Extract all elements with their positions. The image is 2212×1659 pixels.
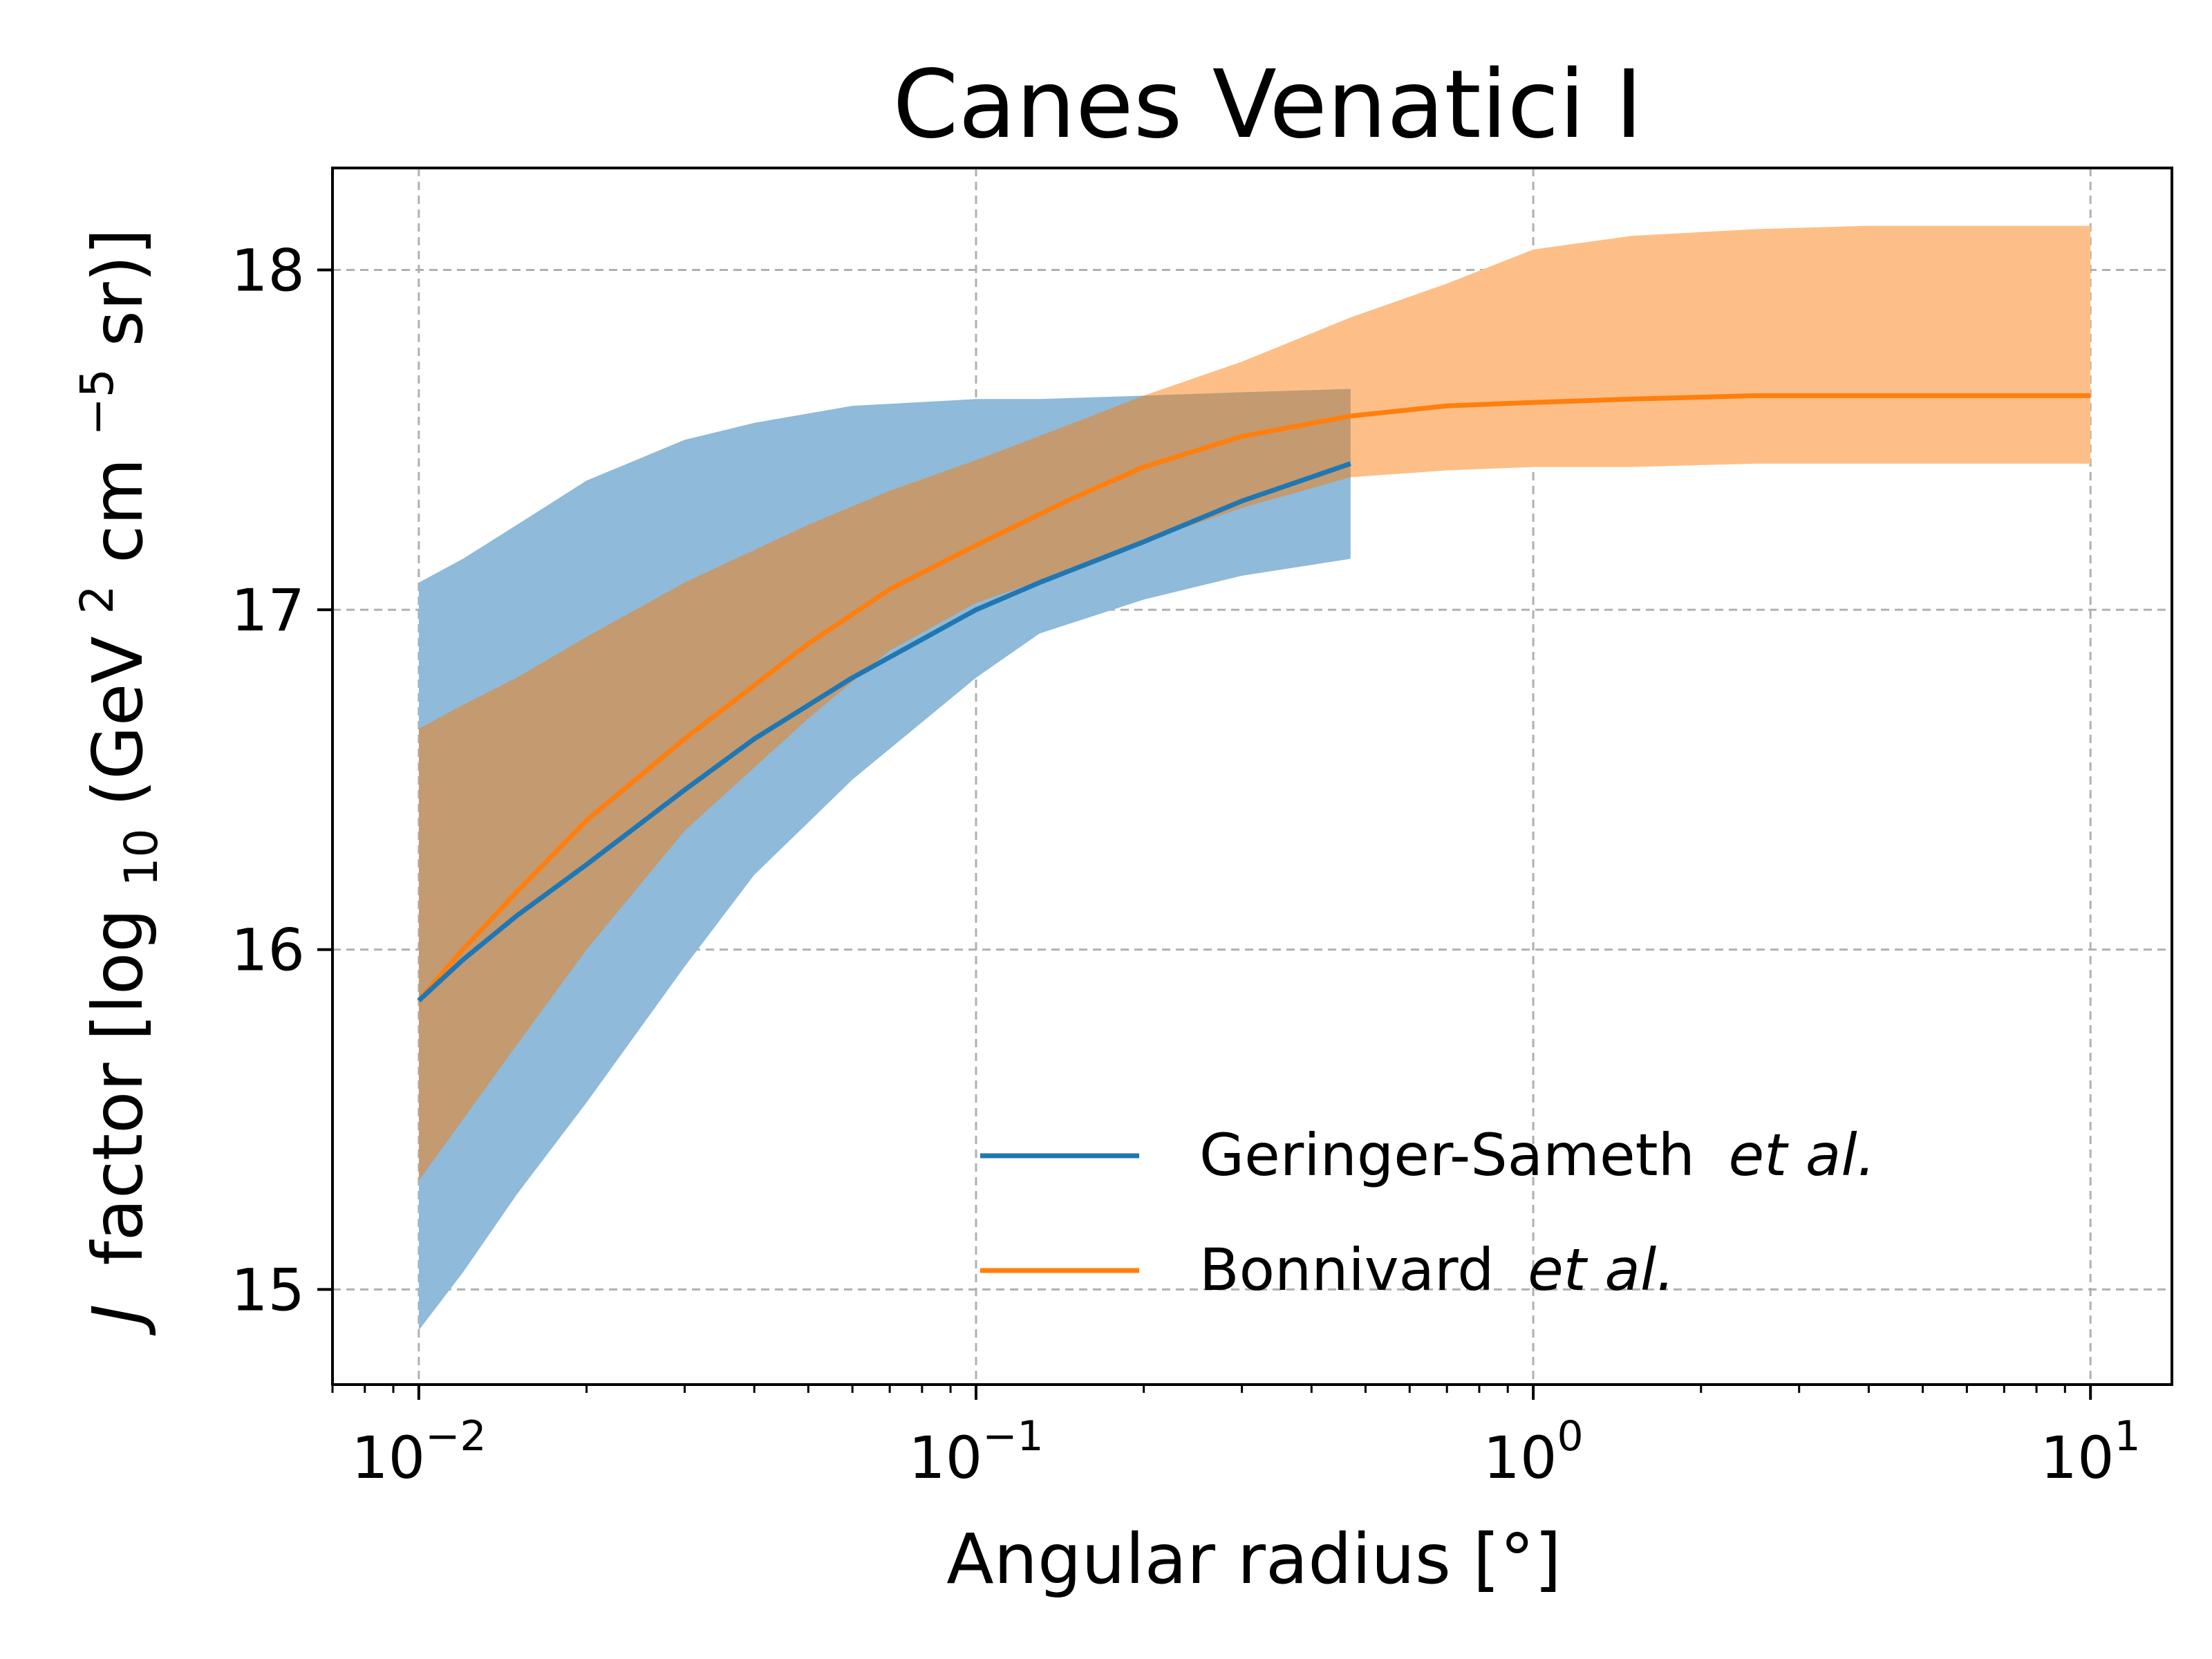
x-axis-label: Angular radius [°] bbox=[946, 1519, 1562, 1600]
x-tick-label-0: 10−2 bbox=[351, 1412, 486, 1492]
uncertainty-bands bbox=[418, 225, 2091, 1331]
legend-label-bonnivard-name: Bonnivard bbox=[1199, 1236, 1494, 1304]
y-axis-label-sub: 10 bbox=[115, 829, 168, 887]
line-geringer-sameth bbox=[417, 461, 1351, 1003]
y-axis-label-units-b: cm bbox=[77, 458, 158, 563]
legend-label-geringer-sameth-name: Geringer-Sameth bbox=[1199, 1121, 1695, 1189]
y-axis-label-units-c: sr)] bbox=[77, 228, 158, 346]
legend: Geringer-Sameth et al. Bonnivard et al. bbox=[980, 1121, 1875, 1304]
y-axis-ticks: 15 16 17 18 bbox=[231, 236, 332, 1324]
y-axis-label-sup-a: 2 bbox=[71, 585, 124, 615]
line-bonnivard bbox=[417, 393, 2091, 1002]
legend-label-geringer-sameth-suffix: et al. bbox=[1729, 1121, 1876, 1189]
y-tick-label-2: 17 bbox=[231, 577, 305, 644]
y-axis-label-units-a: (GeV bbox=[77, 636, 158, 806]
plot-area bbox=[332, 168, 2172, 1385]
x-tick-label-2: 100 bbox=[1483, 1412, 1584, 1492]
y-axis-label-main: factor [log bbox=[77, 908, 158, 1265]
x-tick-label-3: 101 bbox=[2041, 1412, 2141, 1492]
y-tick-label-3: 18 bbox=[231, 236, 305, 304]
legend-label-bonnivard: Bonnivard et al. bbox=[1199, 1236, 1675, 1304]
y-tick-label-0: 15 bbox=[231, 1256, 305, 1324]
x-tick-label-1: 10−1 bbox=[908, 1412, 1043, 1492]
series-lines bbox=[417, 393, 2091, 1003]
y-axis-label-sup-b: −5 bbox=[71, 368, 124, 435]
y-tick-label-1: 16 bbox=[231, 917, 305, 984]
chart-title: Canes Venatici I bbox=[893, 50, 1643, 160]
plot-frame bbox=[331, 167, 2173, 1386]
legend-label-geringer-sameth: Geringer-Sameth et al. bbox=[1199, 1121, 1875, 1189]
band-bonnivard bbox=[418, 225, 2091, 1181]
x-axis-ticks: 10−2 10−1 100 101 bbox=[331, 1385, 2141, 1492]
y-axis-label: J factor [log 10 (GeV 2 cm −5 sr)] bbox=[48, 228, 174, 1336]
legend-label-bonnivard-suffix: et al. bbox=[1528, 1236, 1675, 1304]
